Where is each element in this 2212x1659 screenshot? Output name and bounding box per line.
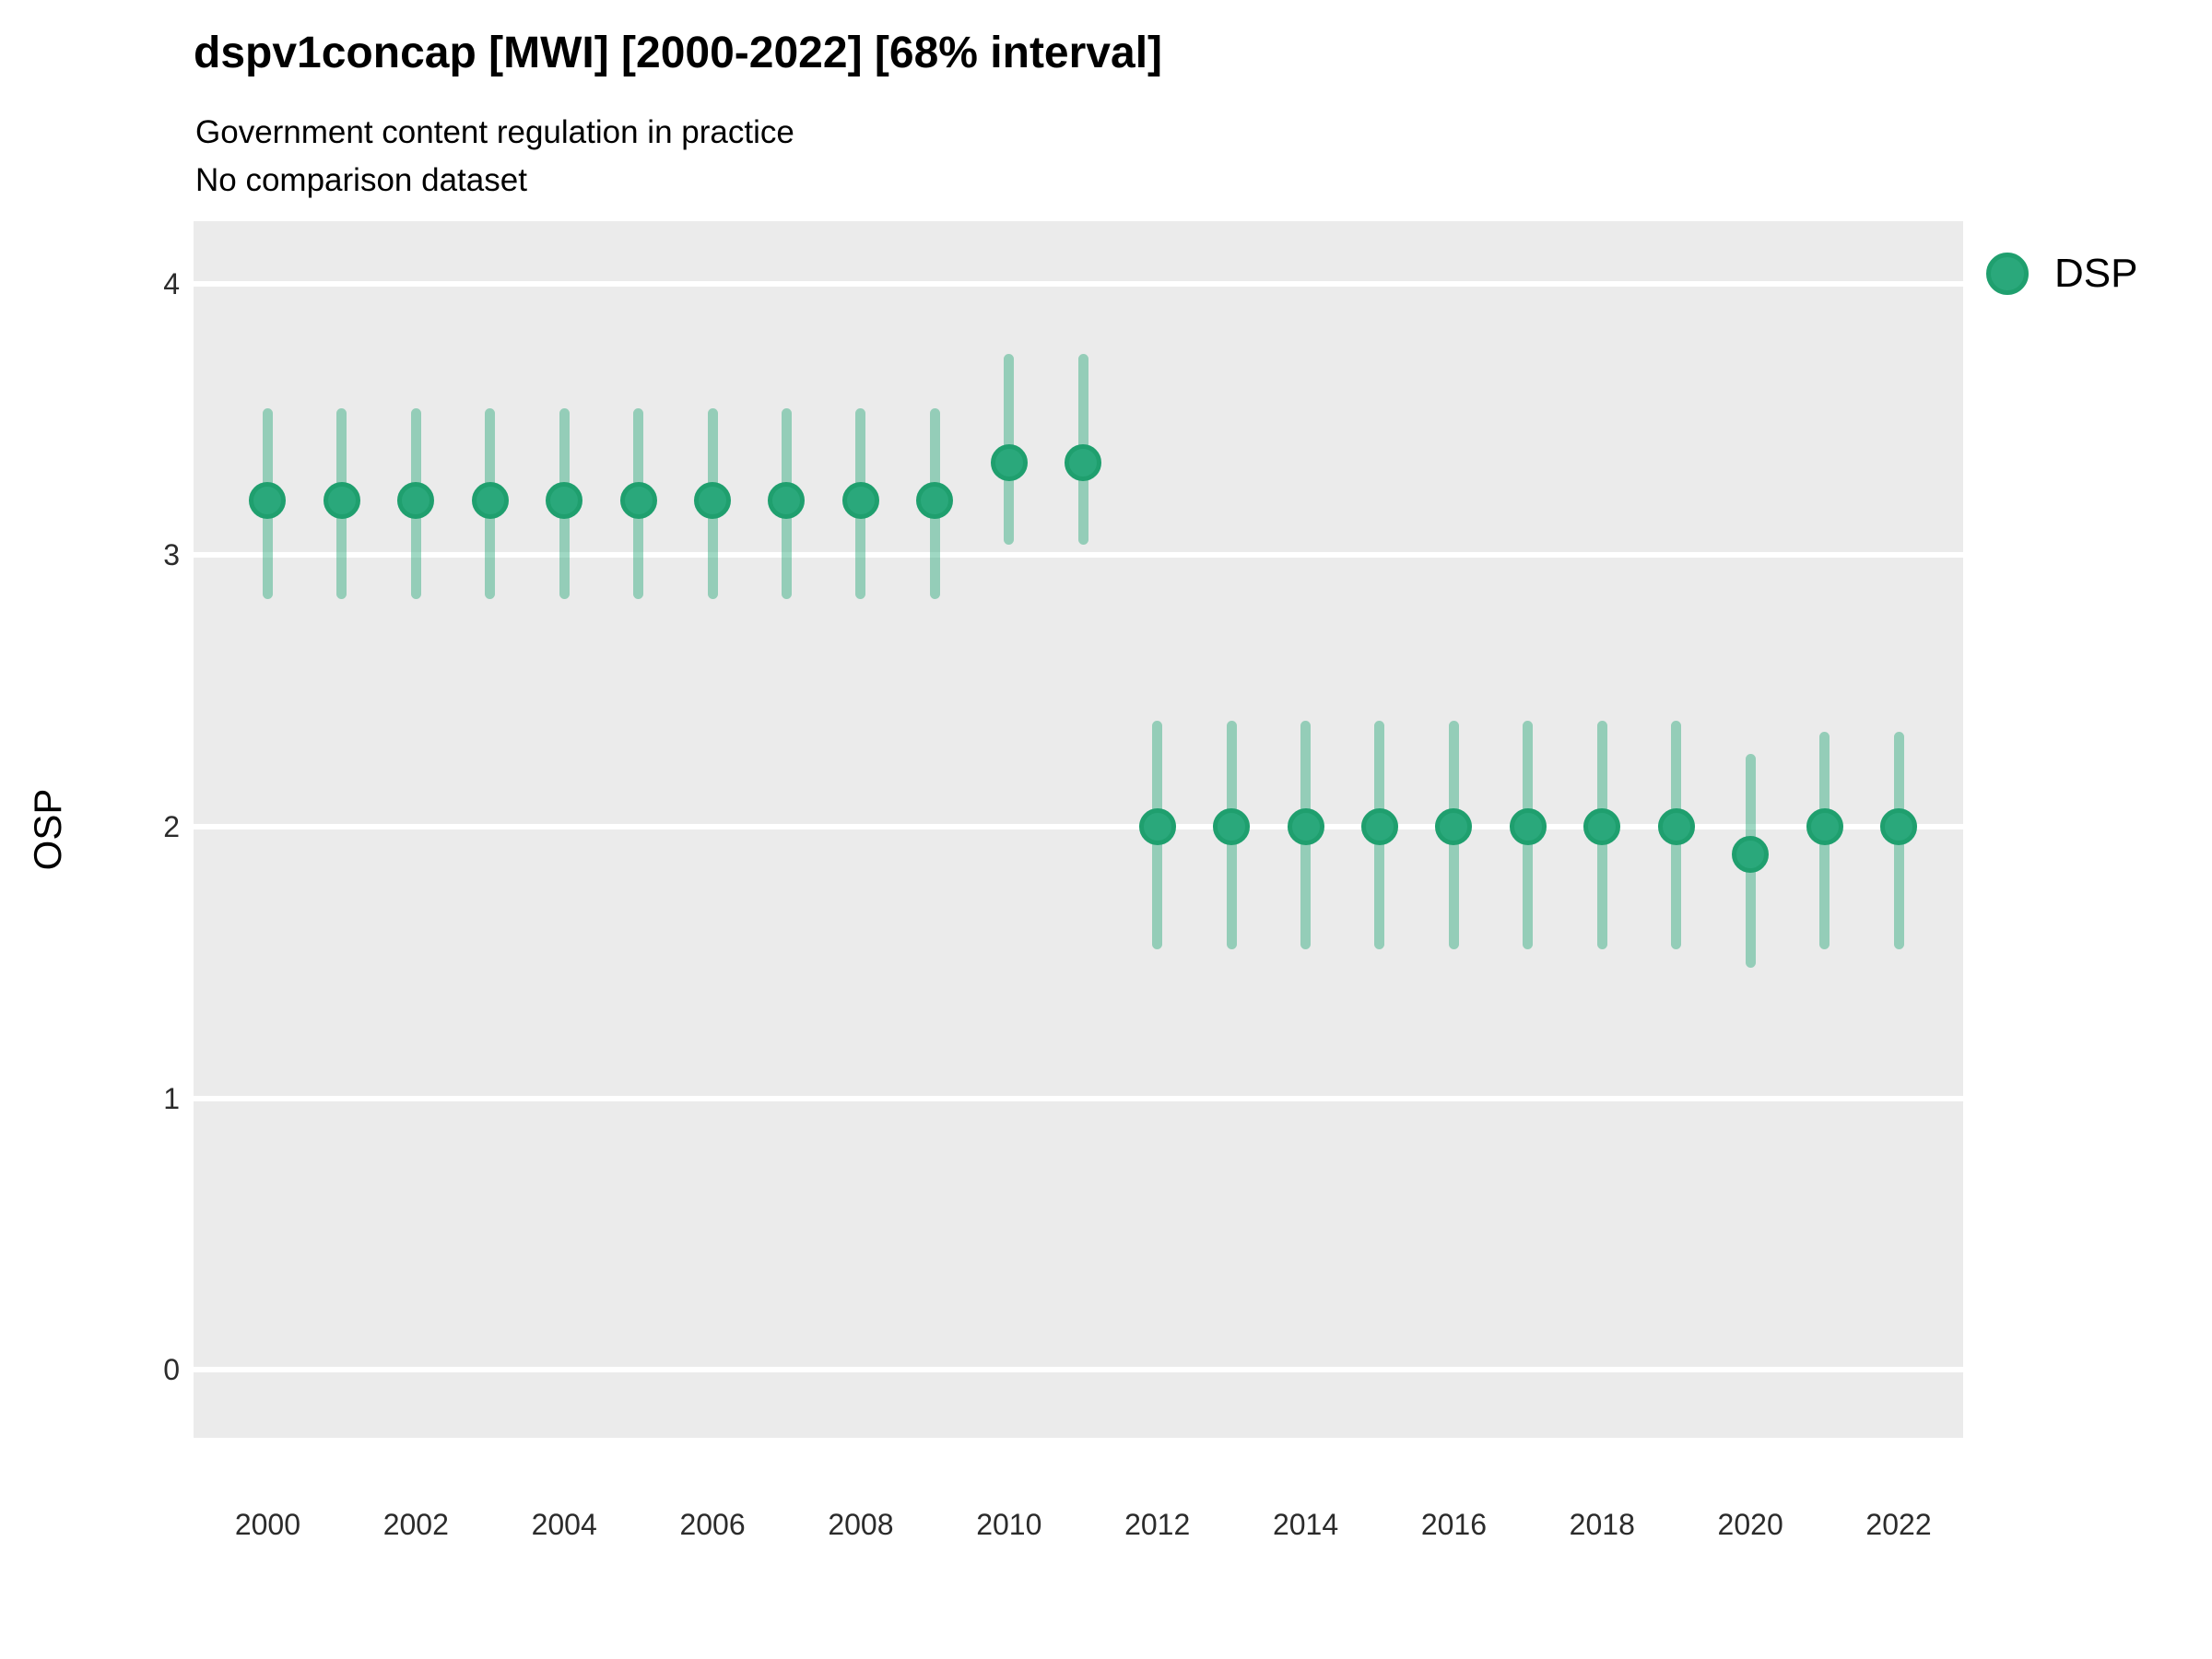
plot-panel bbox=[194, 221, 1963, 1438]
x-tick-label-2014: 2014 bbox=[1272, 1508, 1339, 1541]
x-tick-label-2020: 2020 bbox=[1717, 1508, 1783, 1541]
data-point-2017 bbox=[1509, 808, 1547, 846]
x-tick-label-2022: 2022 bbox=[1865, 1508, 1932, 1541]
data-point-2009 bbox=[916, 482, 954, 520]
x-tick-label-2008: 2008 bbox=[828, 1508, 894, 1541]
gridline-y-2 bbox=[194, 824, 1963, 830]
gridline-y-4 bbox=[194, 280, 1963, 287]
x-tick-label-2002: 2002 bbox=[382, 1508, 449, 1541]
data-point-2007 bbox=[768, 482, 806, 520]
y-tick-label-3: 3 bbox=[163, 538, 180, 572]
y-tick-label-0: 0 bbox=[163, 1353, 180, 1387]
x-tick-label-2016: 2016 bbox=[1420, 1508, 1487, 1541]
gridline-y-1 bbox=[194, 1095, 1963, 1101]
data-point-2011 bbox=[1065, 444, 1102, 482]
y-tick-label-2: 2 bbox=[163, 810, 180, 844]
gridline-y-3 bbox=[194, 552, 1963, 559]
y-axis-title: OSP bbox=[26, 788, 69, 871]
data-point-2022 bbox=[1880, 808, 1918, 846]
chart-subtitle: Government content regulation in practic… bbox=[195, 114, 794, 150]
data-point-2004 bbox=[546, 482, 583, 520]
legend-label: DSP bbox=[2054, 251, 2138, 296]
data-point-2019 bbox=[1657, 808, 1695, 846]
chart-note: No comparison dataset bbox=[195, 162, 527, 198]
data-point-2005 bbox=[619, 482, 657, 520]
data-point-2008 bbox=[841, 482, 879, 520]
y-tick-label-1: 1 bbox=[163, 1081, 180, 1115]
data-point-2016 bbox=[1435, 808, 1473, 846]
y-tick-label-4: 4 bbox=[163, 266, 180, 300]
x-tick-label-2006: 2006 bbox=[679, 1508, 746, 1541]
data-point-2003 bbox=[471, 482, 509, 520]
legend: DSP bbox=[1986, 251, 2137, 297]
x-tick-label-2018: 2018 bbox=[1569, 1508, 1635, 1541]
data-point-2002 bbox=[397, 482, 435, 520]
data-point-2015 bbox=[1360, 808, 1398, 846]
x-tick-label-2004: 2004 bbox=[531, 1508, 597, 1541]
data-point-2018 bbox=[1583, 808, 1621, 846]
x-tick-label-2010: 2010 bbox=[976, 1508, 1042, 1541]
chart-title: dspv1concap [MWI] [2000-2022] [68% inter… bbox=[194, 29, 1163, 77]
y-axis-tick-labels: 0 1 2 3 4 bbox=[88, 221, 180, 1438]
data-point-2001 bbox=[323, 482, 360, 520]
data-point-2013 bbox=[1213, 808, 1251, 846]
data-point-2021 bbox=[1806, 808, 1843, 846]
data-point-2010 bbox=[990, 444, 1028, 482]
data-point-2012 bbox=[1138, 808, 1176, 846]
data-point-2006 bbox=[694, 482, 732, 520]
x-axis-tick-labels: 2000 2002 2004 2006 2008 2010 2012 2014 2016 2018… bbox=[194, 1508, 1963, 1554]
data-point-2020 bbox=[1732, 835, 1770, 873]
x-tick-label-2012: 2012 bbox=[1124, 1508, 1191, 1541]
data-point-2014 bbox=[1287, 808, 1324, 846]
legend-circle-icon bbox=[1986, 253, 2029, 295]
gridline-y-0 bbox=[194, 1367, 1963, 1373]
x-tick-label-2000: 2000 bbox=[234, 1508, 301, 1541]
data-point-2000 bbox=[249, 482, 287, 520]
